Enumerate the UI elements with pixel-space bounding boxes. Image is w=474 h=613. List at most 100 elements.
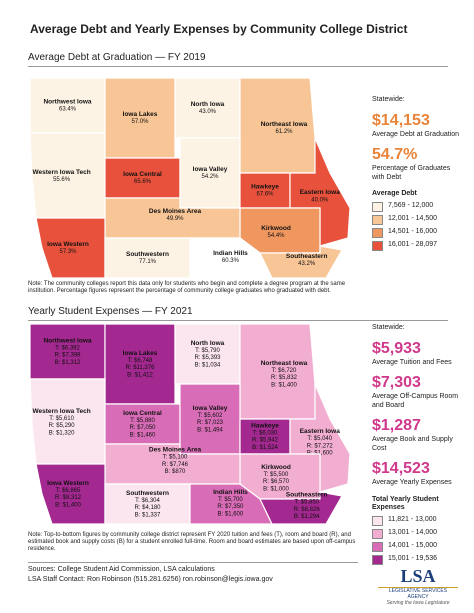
district-name: Southeastern: [286, 492, 328, 499]
district-name: Iowa Lakes: [123, 111, 158, 118]
logo: LSA LEGISLATIVE SERVICES AGENCY Serving …: [378, 566, 458, 606]
sources: Sources: College Student Aid Commission,…: [28, 566, 215, 573]
district-name: Kirkwood: [261, 464, 291, 471]
legend-label: 12,001 - 14,500: [388, 215, 438, 223]
district-value: 49.9%: [166, 216, 184, 222]
legend-item: 7,569 - 12,000: [372, 201, 462, 212]
district-name: North Iowa: [191, 340, 225, 347]
district-value: B: $1,034: [195, 362, 221, 368]
district-value: B: $1,312: [55, 360, 81, 366]
section-title: Yearly Student Expenses — FY 2021: [28, 306, 193, 317]
district-name: Southwestern: [126, 251, 169, 258]
district-name: Iowa Western: [47, 480, 89, 487]
statewide-panel: Statewide: $5,933 Average Tuition and Fees…: [372, 324, 462, 565]
legend-swatch: [372, 214, 383, 225]
district-value: 43.0%: [199, 109, 217, 115]
district-value: B: $1,600: [218, 511, 244, 517]
district-value: 40.0%: [311, 197, 329, 203]
stat-label: Percentage of Graduates with Debt: [372, 165, 451, 181]
legend-label: 11,821 - 13,000: [388, 516, 437, 524]
rule: [28, 562, 358, 563]
stat-value: $1,287: [372, 417, 421, 434]
legend-label: 15,001 - 19,536: [388, 555, 438, 563]
district-value: B: $1,400: [55, 502, 81, 508]
district-value: 67.6%: [256, 192, 274, 198]
district-value: T: $6,720: [272, 368, 297, 374]
district-value: 57.3%: [59, 249, 77, 255]
district-value: B: $1,337: [135, 512, 161, 518]
legend-label: 14,001 - 15,000: [388, 542, 438, 550]
district-value: 60.3%: [222, 258, 240, 264]
legend-item: 13,001 - 14,000: [372, 528, 462, 539]
legend-swatch: [372, 541, 383, 552]
legend-item: 15,001 - 19,536: [372, 554, 462, 565]
district-name: Iowa Valley: [193, 405, 228, 412]
district-value: B: $1,000: [263, 486, 289, 492]
district-value: R: $7,023: [197, 420, 224, 426]
legend-item: 12,001 - 14,500: [372, 214, 462, 225]
legend-item: 14,001 - 15,000: [372, 541, 462, 552]
legend-item: 14,501 - 16,000: [372, 227, 462, 238]
district-value: T: $5,880: [130, 418, 155, 424]
district: [104, 323, 176, 405]
legend-title: Average Debt: [372, 190, 417, 197]
district-value: B: $870: [165, 469, 186, 475]
district-name: Iowa Valley: [193, 166, 228, 173]
district-value: T: $5,790: [195, 348, 220, 354]
legend-swatch: [372, 554, 383, 565]
stat-label: Average Off-Campus Room and Board: [372, 393, 459, 409]
district-value: T: $5,850: [294, 500, 319, 506]
district-value: T: $5,610: [49, 416, 74, 422]
district-value: R: $11,376: [126, 365, 156, 371]
stat-value: $7,303: [372, 374, 421, 391]
district-value: R: $8,826: [294, 507, 321, 513]
legend-swatch: [372, 201, 383, 212]
district-name: Eastern Iowa: [300, 428, 340, 435]
district-name: Southeastern: [286, 253, 328, 260]
district-value: B: $1,460: [130, 432, 156, 438]
legend-swatch: [372, 227, 383, 238]
stat-label: Average Tuition and Fees: [372, 358, 452, 366]
district-value: T: $5,100: [163, 455, 188, 461]
district-value: 55.6%: [53, 177, 71, 183]
district-value: 57.0%: [131, 119, 149, 125]
district-value: R: $7,746: [162, 462, 189, 468]
district: [174, 323, 241, 385]
statewide-label: Statewide:: [372, 96, 405, 103]
district-value: B: $1,400: [271, 382, 297, 388]
district-value: R: $5,393: [194, 355, 221, 361]
district-value: 43.2%: [298, 261, 316, 267]
district-value: T: $6,304: [135, 498, 160, 504]
district: [35, 463, 106, 525]
district-value: 54.4%: [267, 233, 285, 239]
contact: LSA Staff Contact: Ron Robinson (515.281…: [28, 576, 273, 583]
stat-value: $14,523: [372, 460, 430, 477]
legend-item: 16,001 - 28,097: [372, 240, 462, 251]
district: [29, 323, 106, 380]
district-name: Western Iowa Tech: [32, 169, 90, 176]
district-name: Indian Hills: [213, 250, 248, 257]
district-name: Hawkeye: [251, 184, 279, 191]
district-name: Iowa Central: [123, 410, 162, 417]
district-value: B: $1,412: [127, 372, 153, 378]
district-name: Northeast Iowa: [261, 360, 308, 367]
district-name: Des Moines Area: [149, 208, 202, 215]
district-value: R: $7,398: [54, 353, 81, 359]
district-name: Kirkwood: [261, 225, 291, 232]
district-value: R: $4,180: [134, 505, 161, 511]
district-name: Indian Hills: [213, 489, 248, 496]
legend-swatch: [372, 515, 383, 526]
stat-label: Average Debt at Graduation: [372, 130, 460, 138]
stat-value: 54.7%: [372, 146, 418, 163]
district-value: 54.2%: [201, 174, 219, 180]
district-name: Southwestern: [126, 490, 169, 497]
district-value: T: $5,602: [198, 413, 223, 419]
district: [259, 491, 343, 525]
district-value: R: $6,570: [263, 479, 290, 485]
stat-label: Average Book and Supply Cost: [372, 436, 453, 452]
district-value: B: $1,294: [294, 514, 320, 520]
district-value: B: $1,524: [252, 445, 278, 451]
